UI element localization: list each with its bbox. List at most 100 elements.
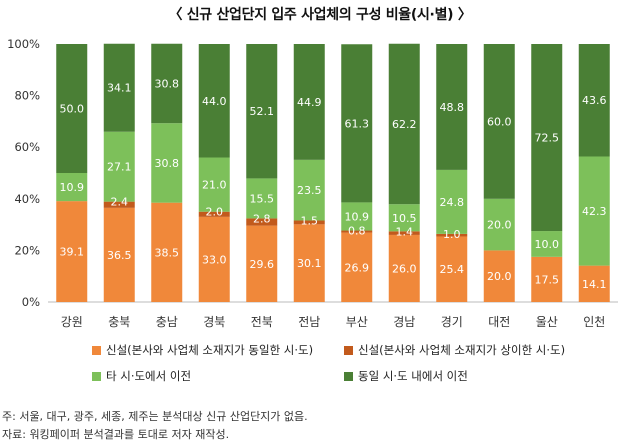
bar-segment-대전-s2 [483, 198, 515, 251]
x-tick-label: 충남 [156, 315, 178, 329]
bar-segment-인천-s0 [578, 265, 610, 302]
x-tick-label: 부산 [346, 315, 368, 329]
y-tick-label: 0% [22, 295, 40, 309]
bar-segment-전북-s2 [246, 178, 278, 219]
bar-segment-강원-s3 [56, 44, 88, 173]
y-tick-label: 100% [7, 37, 40, 51]
bar-segment-경기-s2 [436, 169, 468, 234]
x-tick-label: 울산 [536, 315, 558, 329]
bar-segment-충북-s1 [103, 201, 135, 208]
data-label-전북-s2: 15.5 [250, 192, 275, 205]
bar-segment-경기-s3 [436, 44, 468, 170]
stacked-bar-chart: 0% 20% 40% 60% 80% 100% 39.1 10.9 50.0 강원 36.5 2.4 2… [7, 37, 618, 329]
x-tick-label: 전북 [251, 315, 273, 329]
bar-segment-인천-s2 [578, 156, 610, 266]
legend-label-series-0: 신설(본사와 사업체 소재지가 동일한 시·도) [106, 343, 314, 357]
data-label-충북-s3: 34.1 [107, 82, 132, 95]
data-label-충북-s0: 36.5 [107, 249, 132, 262]
data-label-강원-s3: 50.0 [60, 103, 85, 116]
bar-segment-충남-s0 [151, 202, 183, 302]
data-label-부산-s0: 26.9 [345, 261, 370, 274]
bar-segment-경남-s3 [388, 43, 420, 205]
data-label-경북-s0: 33.0 [202, 253, 227, 266]
y-tick-label: 40% [14, 192, 40, 206]
bar-segment-부산-s1 [341, 230, 373, 233]
data-label-대전-s2: 20.0 [487, 219, 512, 232]
data-label-충남-s0: 38.5 [155, 246, 180, 259]
x-tick-label: 강원 [61, 315, 83, 329]
data-label-울산-s2: 10.0 [535, 238, 560, 251]
data-label-전남-s2: 23.5 [297, 184, 322, 197]
legend-swatch-series-0 [92, 345, 101, 355]
data-label-부산-s3: 61.3 [345, 117, 370, 130]
footnotes: 주: 서울, 대구, 광주, 세종, 제주는 분석대상 신규 산업단지가 없음.… [2, 408, 308, 444]
x-tick-label: 전남 [298, 315, 320, 329]
data-label-경기-s2: 24.8 [440, 196, 465, 209]
bar-segment-대전-s3 [483, 44, 515, 199]
data-label-경북-s1: 2.0 [206, 206, 224, 219]
legend-label-series-1: 신설(본사와 사업체 소재지가 상이한 시·도) [358, 343, 566, 357]
bar-segment-경기-s0 [436, 236, 468, 302]
bar-segment-경북-s0 [198, 216, 230, 302]
data-label-경남-s2: 10.5 [392, 212, 417, 225]
data-label-경북-s3: 44.0 [202, 95, 227, 108]
legend-swatch-series-3 [344, 371, 353, 381]
bar-segment-충북-s3 [103, 43, 135, 132]
y-tick-label: 80% [14, 89, 40, 103]
bar-segment-부산-s3 [341, 44, 373, 203]
bar-segment-대전-s0 [483, 250, 515, 302]
footnote-note: 주: 서울, 대구, 광주, 세종, 제주는 분석대상 신규 산업단지가 없음. [2, 410, 308, 423]
bar-segment-전남-s3 [293, 44, 325, 160]
bar-segment-경북-s2 [198, 157, 230, 212]
bar-segment-충북-s0 [103, 207, 135, 302]
data-label-경남-s0: 26.0 [392, 262, 417, 275]
bar-segment-강원-s0 [56, 201, 88, 302]
data-label-경북-s2: 21.0 [202, 179, 227, 192]
data-label-강원-s2: 10.9 [60, 181, 85, 194]
x-tick-label: 경북 [203, 315, 225, 329]
data-label-경기-s0: 25.4 [440, 263, 465, 276]
data-label-전북-s1: 2.8 [253, 212, 271, 225]
data-label-경기-s1: 1.0 [443, 228, 461, 241]
x-tick-label: 충북 [108, 315, 130, 329]
bar-segment-경북-s3 [198, 44, 230, 158]
x-tick-label: 인천 [583, 314, 605, 329]
legend-item-series-3: 동일 시·도 내에서 이전 [344, 368, 612, 384]
data-label-울산-s0: 17.5 [535, 273, 560, 286]
bar-segment-충남-s2 [151, 123, 183, 203]
bar-segment-경남-s1 [388, 231, 420, 235]
legend-swatch-series-2 [92, 371, 101, 381]
chart-legend: 신설(본사와 사업체 소재지가 동일한 시·도) 신설(본사와 사업체 소재지가… [92, 342, 612, 384]
data-label-강원-s0: 39.1 [60, 246, 85, 259]
bar-segment-울산-s2 [531, 231, 563, 257]
bar-segment-강원-s2 [56, 173, 88, 202]
bar-segment-울산-s3 [531, 44, 563, 232]
data-label-충남-s2: 30.8 [155, 157, 180, 170]
legend-item-series-2: 타 시·도에서 이전 [92, 368, 344, 384]
x-tick-label: 대전 [488, 315, 510, 329]
bar-segment-인천-s3 [578, 44, 610, 157]
x-tick-label: 경기 [441, 315, 463, 329]
data-label-전북-s3: 52.1 [250, 105, 275, 118]
bar-segment-충북-s2 [103, 131, 135, 202]
data-label-인천-s0: 14.1 [582, 278, 607, 291]
bar-segment-전남-s2 [293, 159, 325, 221]
data-label-전남-s0: 30.1 [297, 257, 322, 270]
data-label-전남-s3: 44.9 [297, 96, 322, 109]
legend-label-series-3: 동일 시·도 내에서 이전 [358, 369, 468, 383]
data-label-충북-s1: 2.4 [111, 196, 129, 209]
data-label-전남-s1: 1.5 [301, 214, 319, 227]
data-label-부산-s1: 0.8 [348, 225, 366, 238]
data-label-인천-s2: 42.3 [582, 205, 607, 218]
bar-segment-전남-s0 [293, 224, 325, 302]
legend-item-series-1: 신설(본사와 사업체 소재지가 상이한 시·도) [344, 342, 612, 358]
data-label-경남-s3: 62.2 [392, 118, 417, 131]
bar-segment-부산-s0 [341, 232, 373, 302]
bar-segment-부산-s2 [341, 202, 373, 231]
bar-segment-경기-s1 [436, 233, 468, 237]
bar-segment-울산-s0 [531, 256, 563, 302]
bar-segment-경북-s1 [198, 211, 230, 217]
data-label-전북-s0: 29.6 [250, 258, 275, 271]
bar-segment-전남-s1 [293, 220, 325, 225]
footnote-source: 자료: 워킹페이퍼 분석결과를 토대로 저자 재작성. [2, 428, 230, 441]
